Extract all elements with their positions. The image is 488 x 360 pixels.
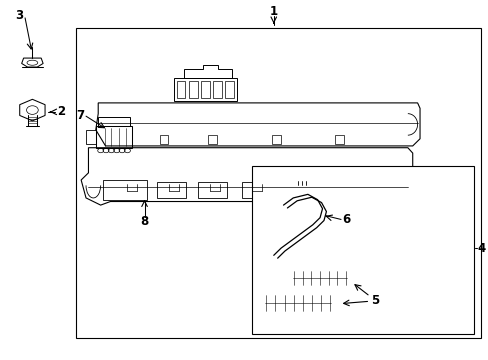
Text: 4: 4 (477, 242, 485, 255)
Text: 2: 2 (57, 105, 65, 118)
Text: 1: 1 (269, 5, 277, 18)
Bar (76, 28, 480, 338)
Text: 6: 6 (341, 213, 349, 226)
Text: 8: 8 (140, 215, 148, 228)
Text: 5: 5 (370, 294, 379, 307)
Text: 7: 7 (76, 109, 84, 122)
Bar (251, 166, 473, 334)
Text: 3: 3 (15, 9, 23, 22)
